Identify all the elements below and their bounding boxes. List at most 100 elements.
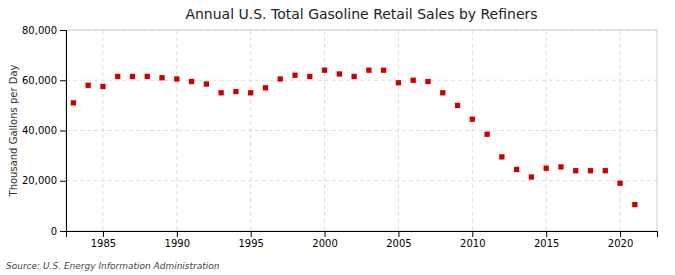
point (470, 117, 475, 122)
point (396, 80, 401, 85)
y-axis-line (60, 31, 67, 232)
x-grid-line (546, 30, 547, 231)
y-axis-label: Thousand Gallons per Day (8, 64, 19, 197)
y-axis-tick-label: 40,000 (22, 125, 57, 136)
y-axis-tick-label: 20,000 (22, 175, 57, 186)
plot-frame (66, 30, 657, 231)
y-axis-tick-label: 60,000 (22, 75, 57, 86)
point (455, 103, 460, 108)
x-axis-tick: 2000 (312, 231, 337, 249)
point (130, 74, 135, 79)
point (86, 83, 91, 88)
point (440, 90, 445, 95)
y-axis-tick-mark (60, 80, 66, 81)
point (514, 167, 519, 172)
chart-svg: 1985 1990 1995 2000 2005 2010 2015 2020 0 20,000 4… (0, 0, 675, 275)
point (115, 74, 120, 79)
y-axis-tick-mark (60, 131, 66, 132)
point (484, 132, 489, 137)
point (588, 168, 593, 173)
point (292, 73, 297, 78)
y-axis-tick: 60,000 (22, 75, 66, 86)
x-axis-tick: 1985 (91, 231, 116, 249)
x-axis-tick-label: 2000 (312, 238, 337, 249)
x-axis: 1985 1990 1995 2000 2005 2010 2015 2020 (67, 231, 658, 249)
y-axis: 0 20,000 40,000 60,000 80,000 (22, 25, 67, 237)
y-grid-line (66, 130, 657, 131)
y-axis-tick: 80,000 (22, 25, 66, 36)
x-axis-tick-mark (620, 231, 621, 237)
point (204, 81, 209, 86)
point (603, 168, 608, 173)
point (617, 181, 622, 186)
y-grid-line (66, 180, 657, 181)
plot-area: 1985 1990 1995 2000 2005 2010 2015 2020 0 20,000 4… (22, 25, 658, 249)
points (71, 68, 638, 208)
x-axis-tick-label: 1995 (238, 238, 263, 249)
point (248, 90, 253, 95)
point (278, 76, 283, 81)
x-grid-line (324, 30, 325, 231)
x-axis-tick: 2005 (386, 231, 411, 249)
x-axis-tick: 2015 (534, 231, 559, 249)
point (233, 89, 238, 94)
x-axis-tick-label: 2020 (608, 238, 633, 249)
x-axis-tick: 1990 (165, 231, 190, 249)
y-axis-tick: 40,000 (22, 125, 66, 136)
y-axis-tick-label: 80,000 (22, 25, 57, 36)
x-axis-tick-mark (177, 231, 178, 237)
point (337, 71, 342, 76)
x-grid-line (250, 30, 251, 231)
x-axis-tick-mark (472, 231, 473, 237)
point (366, 68, 371, 73)
x-grid-line (176, 30, 177, 231)
x-axis-tick-label: 2015 (534, 238, 559, 249)
point (381, 68, 386, 73)
x-axis-tick-label: 2005 (386, 238, 411, 249)
x-axis-tick-label: 1985 (91, 238, 116, 249)
x-axis-tick-mark (398, 231, 399, 237)
x-grid-line (472, 30, 473, 231)
point (322, 68, 327, 73)
x-axis-tick-label: 2010 (460, 238, 485, 249)
point (307, 74, 312, 79)
y-axis-tick: 20,000 (22, 175, 66, 186)
point (499, 154, 504, 159)
x-axis-tick-mark (251, 231, 252, 237)
title: Annual U.S. Total Gasoline Retail Sales … (185, 6, 537, 22)
y-grid-line (66, 80, 657, 81)
y-axis-tick-mark (60, 30, 66, 31)
y-axis-tick-mark (60, 181, 66, 182)
y-axis-tick-mark (60, 231, 66, 232)
point (100, 84, 105, 89)
point (263, 85, 268, 90)
x-axis-tick-mark (103, 231, 104, 237)
point (351, 74, 356, 79)
point (425, 79, 430, 84)
point (529, 174, 534, 179)
x-axis-line (67, 232, 658, 238)
point (71, 100, 76, 105)
point (573, 168, 578, 173)
point (174, 76, 179, 81)
point (411, 78, 416, 83)
y-axis-tick-label: 0 (51, 226, 57, 237)
point (189, 79, 194, 84)
point (218, 90, 223, 95)
point (544, 166, 549, 171)
y-axis-tick: 0 (51, 226, 66, 237)
x-grid-line (620, 30, 621, 231)
x-grid-line (398, 30, 399, 231)
grid (66, 30, 657, 231)
x-axis-tick: 1995 (238, 231, 263, 249)
x-axis-tick-mark (546, 231, 547, 237)
point (145, 74, 150, 79)
x-axis-tick-mark (325, 231, 326, 237)
point (159, 75, 164, 80)
point (632, 202, 637, 207)
x-axis-tick: 2020 (608, 231, 633, 249)
x-axis-tick-label: 1990 (165, 238, 190, 249)
point (558, 164, 563, 169)
x-axis-tick: 2010 (460, 231, 485, 249)
annotation: Source: U.S. Energy Information Administ… (6, 261, 220, 271)
